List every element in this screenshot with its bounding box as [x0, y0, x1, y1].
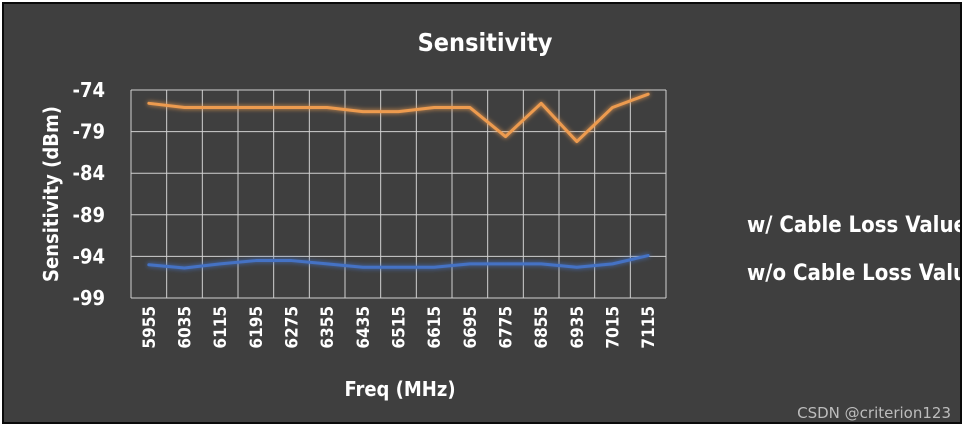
legend-label: w/o Cable Loss Value [747, 261, 960, 286]
x-tick-label: 7115 [639, 306, 659, 349]
data-point [575, 266, 579, 269]
data-point [646, 254, 650, 257]
data-point [361, 266, 365, 269]
grid [130, 89, 667, 299]
data-point [575, 140, 579, 143]
data-point [325, 106, 329, 109]
series-lines [147, 92, 650, 270]
x-tick-label: 6275 [283, 306, 303, 349]
x-tick-label: 6115 [211, 306, 231, 349]
data-point [325, 262, 329, 266]
data-point [539, 262, 543, 266]
data-point [432, 106, 436, 109]
x-tick-label: 6515 [390, 306, 410, 349]
legend: w/ Cable Loss Value w/o Cable Loss Value [698, 213, 960, 286]
data-point [397, 110, 400, 113]
legend-label: w/ Cable Loss Value [747, 213, 960, 238]
x-axis-label: Freq (MHz) [344, 377, 455, 401]
x-tick-label: 6435 [354, 306, 374, 349]
x-tick-label: 6035 [176, 306, 196, 349]
data-point [254, 106, 258, 109]
data-point [147, 102, 151, 105]
data-point [183, 266, 186, 270]
data-point [504, 135, 507, 138]
sensitivity-chart: Sensitivity -74 -79 -84 -89 -94 -99 5955 6035 6… [39, 28, 960, 422]
x-tick-label: 6195 [247, 306, 267, 349]
y-tick-label: -99 [72, 286, 105, 310]
data-point [468, 262, 472, 266]
data-point [397, 266, 400, 269]
data-point [290, 106, 293, 109]
data-point [183, 106, 186, 109]
x-tick-label: 7015 [604, 306, 624, 349]
y-tick-label: -84 [72, 161, 105, 185]
x-tick-label: 6935 [568, 306, 588, 349]
y-tick-label: -89 [72, 203, 105, 227]
y-tick-label: -74 [72, 78, 105, 102]
chart-title: Sensitivity [418, 28, 553, 57]
x-tick-label: 5955 [140, 306, 160, 349]
data-point [646, 92, 650, 96]
series-line-2 [147, 92, 650, 144]
data-point [218, 106, 222, 109]
data-point [254, 259, 258, 262]
x-tick-label: 6855 [532, 306, 552, 349]
data-point [611, 106, 614, 109]
y-axis-ticks: -74 -79 -84 -89 -94 -99 [72, 78, 105, 310]
data-point [432, 266, 436, 269]
y-tick-label: -94 [72, 244, 105, 268]
data-point [539, 102, 543, 105]
data-point [504, 262, 507, 266]
data-point [218, 262, 222, 266]
data-point [290, 259, 293, 262]
data-point [147, 263, 151, 266]
data-point [361, 110, 365, 113]
y-axis-label: Sensitivity (dBm) [39, 106, 63, 282]
x-tick-label: 6695 [461, 306, 481, 349]
x-tick-label: 6615 [425, 306, 445, 349]
data-point [468, 106, 472, 109]
data-point [611, 262, 614, 266]
x-tick-label: 6775 [497, 306, 517, 349]
watermark-text: CSDN @criterion123 [797, 404, 951, 422]
x-tick-label: 6355 [318, 306, 338, 349]
x-axis-ticks: 5955 6035 6115 6195 6275 6355 6435 6515 6615 6695… [140, 306, 659, 349]
y-tick-label: -79 [72, 120, 105, 144]
chart-frame: Sensitivity -74 -79 -84 -89 -94 -99 5955 6035 6… [2, 2, 962, 424]
